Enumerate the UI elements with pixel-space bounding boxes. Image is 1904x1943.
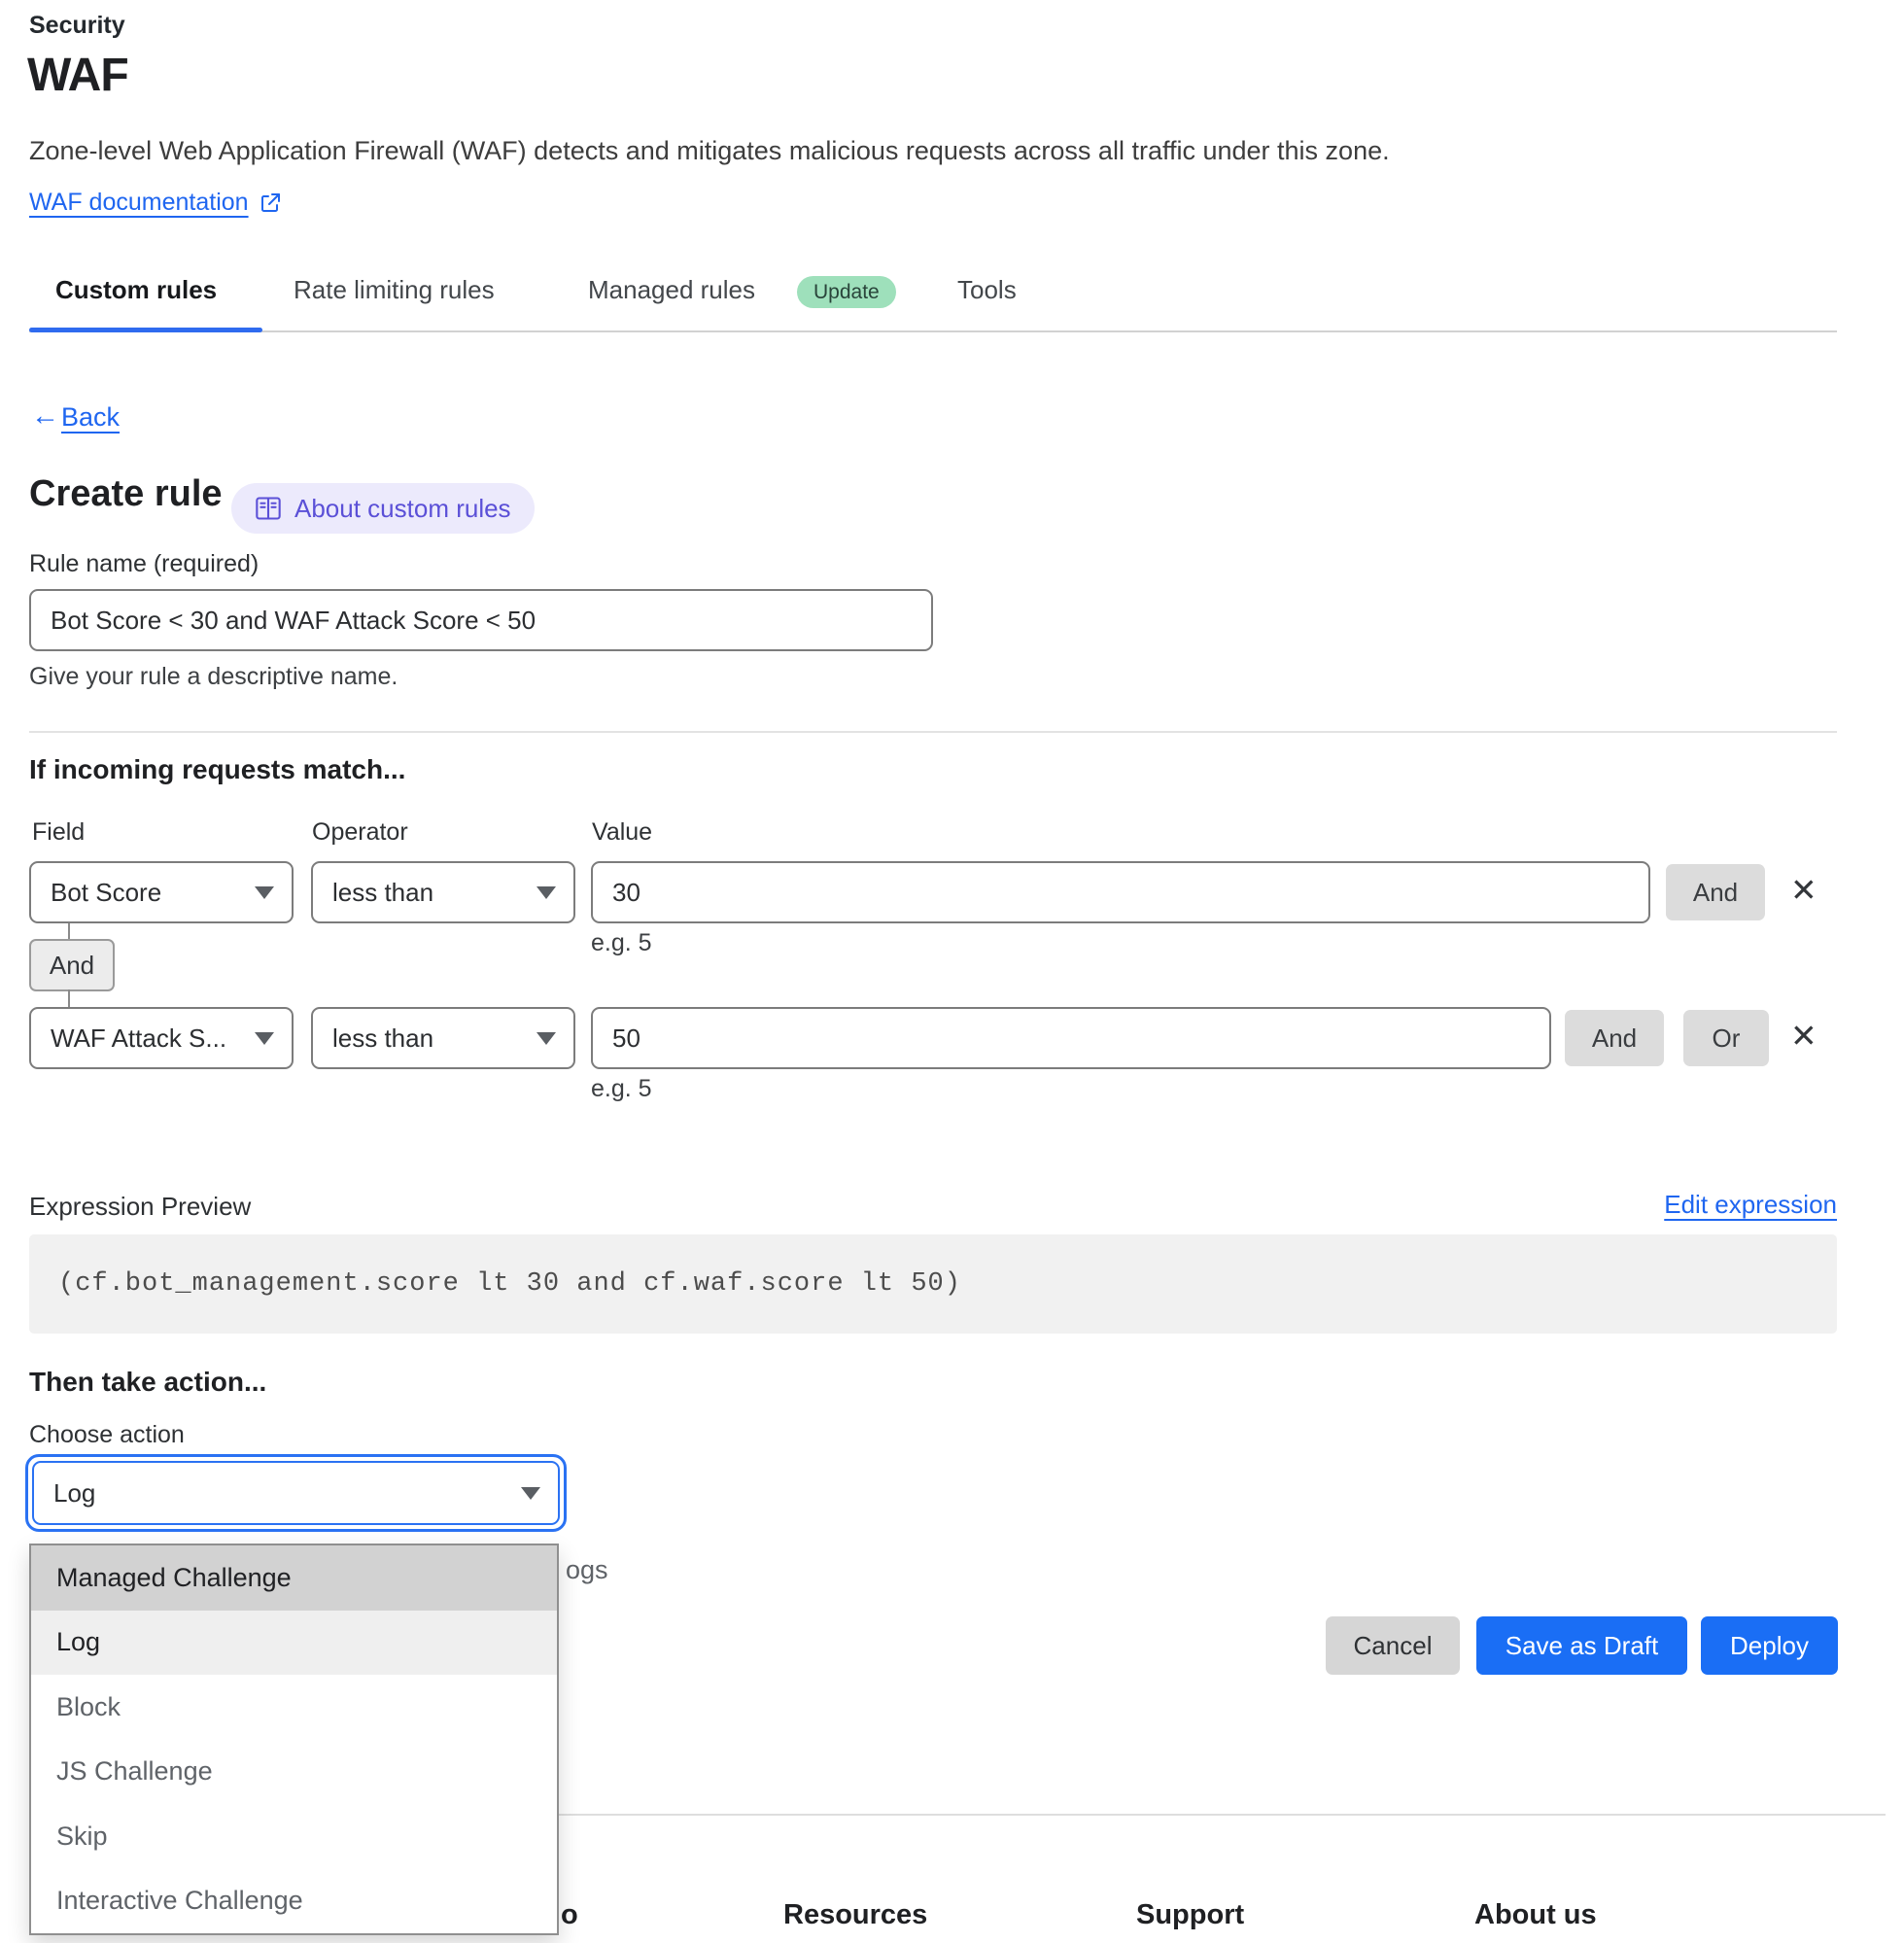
connector-line-bottom: [68, 989, 70, 1009]
save-as-draft-button[interactable]: Save as Draft: [1476, 1616, 1687, 1675]
update-badge: Update: [797, 276, 896, 308]
action-option-js-challenge[interactable]: JS Challenge: [31, 1739, 557, 1804]
expression-code: (cf.bot_management.score lt 30 and cf.wa…: [58, 1269, 961, 1299]
operator-select-row1-value: less than: [332, 877, 434, 907]
footer-column-fragment: o: [561, 1899, 578, 1930]
footer-column-resources: Resources: [783, 1899, 928, 1930]
connector-line-top: [68, 923, 70, 941]
waf-documentation-link[interactable]: WAF documentation: [29, 189, 282, 217]
rule-name-label: Rule name (required): [29, 550, 260, 577]
action-option-block[interactable]: Block: [31, 1675, 557, 1740]
value-input-row1[interactable]: [591, 861, 1650, 923]
about-custom-rules-label: About custom rules: [294, 493, 511, 523]
chevron-down-icon: [537, 1031, 556, 1045]
footer-column-about-us: About us: [1474, 1899, 1597, 1930]
back-link[interactable]: ← Back: [31, 402, 120, 433]
cancel-button[interactable]: Cancel: [1326, 1616, 1460, 1675]
action-option-skip[interactable]: Skip: [31, 1804, 557, 1869]
add-and-button-row1[interactable]: And: [1666, 864, 1765, 920]
action-option-managed-challenge[interactable]: Managed Challenge: [31, 1545, 557, 1611]
action-section-heading: Then take action...: [29, 1367, 267, 1397]
operator-select-row1[interactable]: less than: [311, 861, 575, 923]
occluded-help-text-fragment: ogs: [566, 1555, 608, 1584]
create-rule-heading: Create rule: [29, 473, 223, 514]
operator-column-label: Operator: [312, 818, 408, 846]
breadcrumb-security: Security: [29, 12, 125, 39]
choose-action-value: Log: [53, 1477, 96, 1508]
action-option-interactive-challenge[interactable]: Interactive Challenge: [31, 1868, 557, 1933]
expression-code-block: (cf.bot_management.score lt 30 and cf.wa…: [29, 1234, 1837, 1334]
operator-select-row2-value: less than: [332, 1023, 434, 1053]
tab-tools[interactable]: Tools: [957, 275, 1017, 304]
add-or-button-row2[interactable]: Or: [1683, 1010, 1769, 1066]
logic-connector-and: And: [29, 939, 115, 991]
back-label[interactable]: Back: [61, 402, 121, 432]
chevron-down-icon: [255, 885, 274, 899]
value-column-label: Value: [592, 818, 653, 846]
active-tab-indicator: [29, 328, 262, 332]
back-arrow-icon: ←: [31, 400, 59, 432]
field-select-row1-value: Bot Score: [51, 877, 162, 907]
field-column-label: Field: [32, 818, 86, 846]
chevron-down-icon: [255, 1031, 274, 1045]
chevron-down-icon: [521, 1486, 540, 1500]
page-title: WAF: [27, 50, 129, 101]
footer-divider: [29, 1814, 1886, 1816]
remove-condition-row2-button close-icon[interactable]: ✕: [1784, 1019, 1823, 1053]
rule-name-input[interactable]: [29, 589, 933, 651]
field-select-row2-value: WAF Attack S...: [51, 1023, 227, 1053]
action-option-log[interactable]: Log: [31, 1610, 557, 1675]
footer-column-support: Support: [1136, 1899, 1245, 1930]
tabs-underline: [29, 330, 1837, 332]
rule-name-help: Give your rule a descriptive name.: [29, 663, 398, 690]
field-select-row1[interactable]: Bot Score: [29, 861, 294, 923]
match-section-heading: If incoming requests match...: [29, 754, 406, 784]
add-and-button-row2[interactable]: And: [1565, 1010, 1664, 1066]
value-hint-row2: e.g. 5: [591, 1075, 652, 1102]
tab-custom-rules[interactable]: Custom rules: [55, 275, 218, 304]
choose-action-dropdown: Managed Challenge Log Block JS Challenge…: [29, 1544, 559, 1935]
external-link-icon: [259, 191, 282, 215]
choose-action-select[interactable]: Log: [32, 1461, 560, 1525]
remove-condition-row1-button close-icon[interactable]: ✕: [1784, 873, 1823, 907]
book-icon: [255, 496, 282, 521]
section-divider: [29, 731, 1837, 733]
expression-preview-label: Expression Preview: [29, 1192, 252, 1221]
waf-documentation-label[interactable]: WAF documentation: [29, 189, 249, 216]
operator-select-row2[interactable]: less than: [311, 1007, 575, 1069]
choose-action-label: Choose action: [29, 1421, 185, 1448]
tab-rate-limiting-rules[interactable]: Rate limiting rules: [294, 275, 495, 304]
tab-managed-rules[interactable]: Managed rules: [588, 275, 755, 304]
deploy-button[interactable]: Deploy: [1701, 1616, 1838, 1675]
field-select-row2[interactable]: WAF Attack S...: [29, 1007, 294, 1069]
value-hint-row1: e.g. 5: [591, 929, 652, 956]
page-description: Zone-level Web Application Firewall (WAF…: [29, 136, 1390, 165]
value-input-row2[interactable]: [591, 1007, 1551, 1069]
edit-expression-link[interactable]: Edit expression: [1664, 1190, 1837, 1219]
chevron-down-icon: [537, 885, 556, 899]
about-custom-rules-badge[interactable]: About custom rules: [231, 483, 535, 534]
